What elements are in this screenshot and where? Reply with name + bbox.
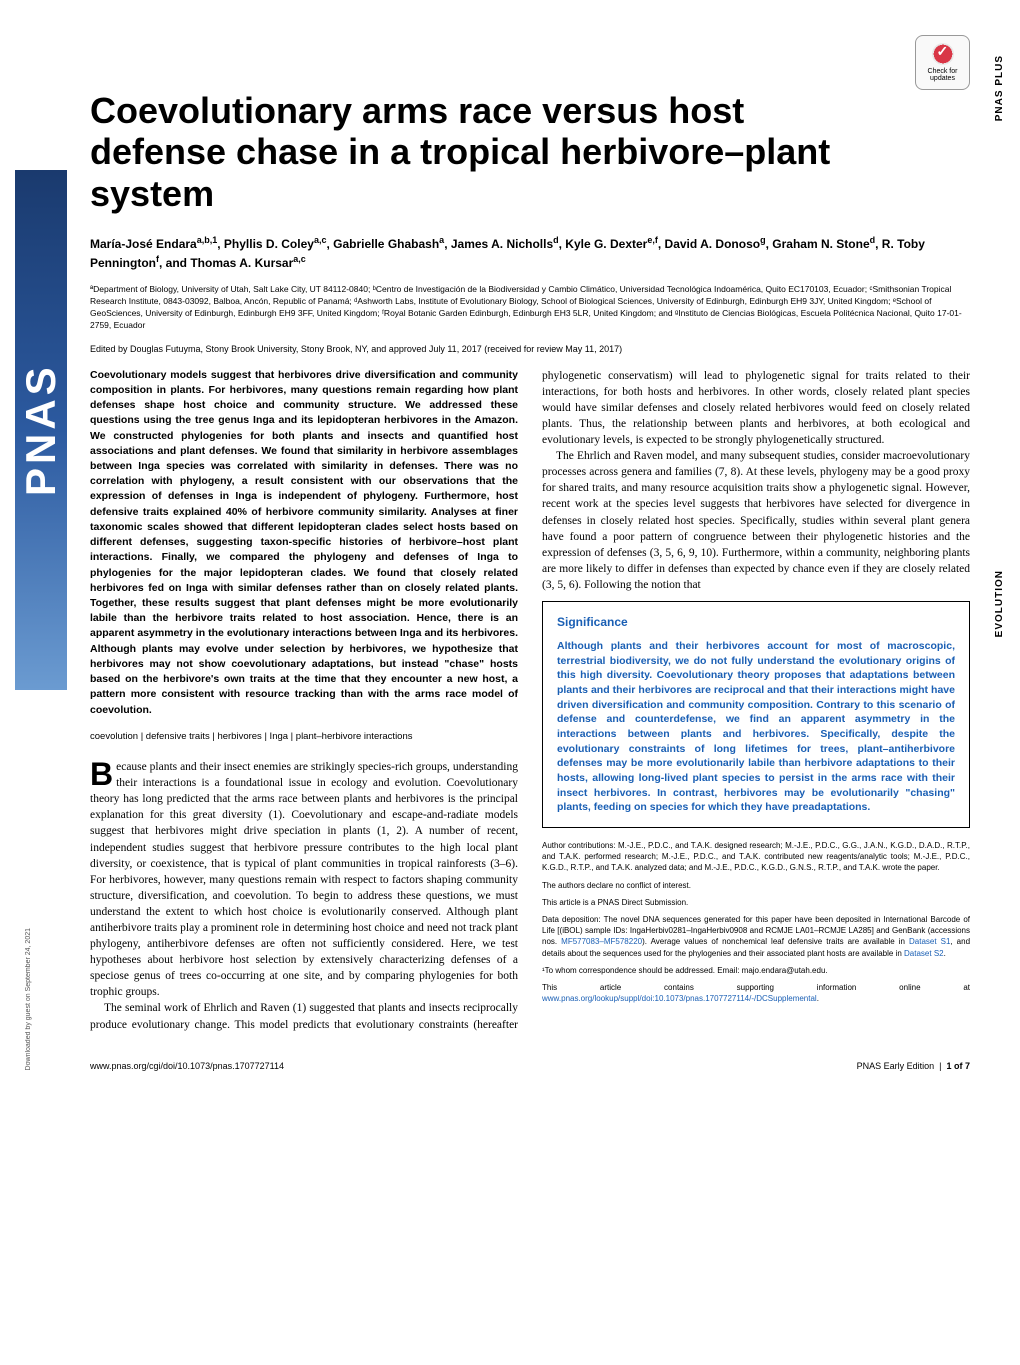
page-footer: www.pnas.org/cgi/doi/10.1073/pnas.170772…	[90, 1053, 970, 1071]
supplemental-link[interactable]: www.pnas.org/lookup/suppl/doi:10.1073/pn…	[542, 994, 817, 1003]
affiliations: ªDepartment of Biology, University of Ut…	[90, 284, 970, 332]
evolution-section-tag: EVOLUTION	[994, 570, 1005, 637]
page-number: 1 of 7	[946, 1061, 970, 1071]
dropcap: B	[90, 759, 116, 788]
download-note: Downloaded by guest on September 24, 202…	[25, 928, 32, 1070]
check-for-updates-badge[interactable]: Check for updates	[915, 35, 970, 90]
footnotes: Author contributions: M.-J.E., P.D.C., a…	[542, 840, 970, 1004]
edited-by-line: Edited by Douglas Futuyma, Stony Brook U…	[90, 344, 970, 354]
keywords: coevolution | defensive traits | herbivo…	[90, 730, 518, 743]
checkmark-icon	[932, 43, 954, 65]
significance-title: Significance	[557, 614, 955, 631]
correspondence: ¹To whom correspondence should be addres…	[542, 965, 970, 976]
abstract: Coevolutionary models suggest that herbi…	[90, 368, 518, 718]
data-deposition: Data deposition: The novel DNA sequences…	[542, 914, 970, 959]
check-updates-label: Check for updates	[916, 68, 969, 82]
article-title: Coevolutionary arms race versus host def…	[90, 90, 970, 214]
conflict-statement: The authors declare no conflict of inter…	[542, 880, 970, 891]
pnas-brand-sidebar: PNAS	[15, 170, 67, 690]
footer-doi: www.pnas.org/cgi/doi/10.1073/pnas.170772…	[90, 1061, 284, 1071]
footer-edition: PNAS Early Edition	[857, 1061, 935, 1071]
pnas-plus-tag: PNAS PLUS	[994, 55, 1005, 121]
direct-submission: This article is a PNAS Direct Submission…	[542, 897, 970, 908]
body-p1: ecause plants and their insect enemies a…	[90, 761, 518, 998]
author-contributions: Author contributions: M.-J.E., P.D.C., a…	[542, 840, 970, 874]
genbank-link[interactable]: MF577083–MF578220	[561, 937, 642, 946]
dataset-s1-link[interactable]: Dataset S1	[909, 937, 950, 946]
dataset-s2-link[interactable]: Dataset S2	[904, 949, 944, 958]
significance-box: Significance Although plants and their h…	[542, 601, 970, 828]
author-list: María-José Endaraa,b,1, Phyllis D. Coley…	[90, 234, 970, 272]
body-p3: The Ehrlich and Raven model, and many su…	[542, 448, 970, 593]
significance-body: Although plants and their herbivores acc…	[557, 639, 955, 815]
supplemental: This article contains supporting informa…	[542, 982, 970, 1004]
